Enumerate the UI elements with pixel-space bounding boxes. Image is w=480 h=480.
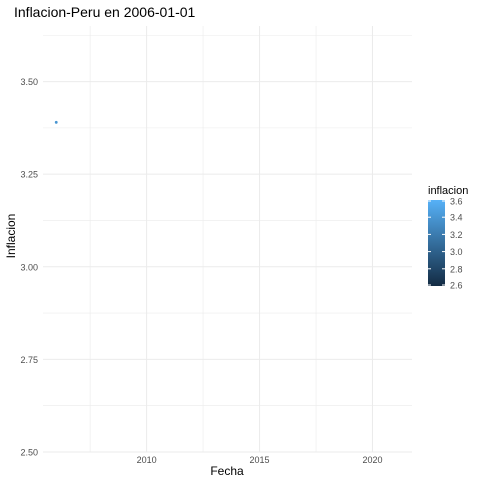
legend-tick-label: 3.0 <box>450 247 463 257</box>
plot-grid <box>43 26 412 453</box>
data-points <box>54 120 58 124</box>
y-axis-label: Inflacion <box>4 214 18 259</box>
x-tick-label: 2015 <box>250 455 270 465</box>
color-legend: inflacion 2.6 2.8 3.0 3.2 3.4 3.6 <box>428 185 468 291</box>
legend-ticks: 2.6 2.8 3.0 3.2 3.4 3.6 <box>428 197 463 291</box>
y-tick-label: 3.00 <box>20 262 38 272</box>
y-tick-label: 2.75 <box>20 355 38 365</box>
legend-title: inflacion <box>428 185 468 197</box>
legend-tick-label: 3.2 <box>450 230 463 240</box>
y-axis: 2.50 2.75 3.00 3.25 3.50 <box>20 77 38 457</box>
legend-tick-label: 2.6 <box>450 281 463 291</box>
x-tick-label: 2020 <box>362 455 382 465</box>
y-tick-label: 2.50 <box>20 448 38 458</box>
x-axis-label: Fecha <box>210 464 244 478</box>
legend-tick-label: 3.6 <box>450 197 463 207</box>
y-tick-label: 3.25 <box>20 170 38 180</box>
chart-title: Inflacion-Peru en 2006-01-01 <box>14 4 196 20</box>
x-axis: 2010 2015 2020 <box>137 455 383 465</box>
data-point <box>54 120 58 124</box>
legend-colorbar <box>428 200 445 286</box>
legend-tick-label: 3.4 <box>450 213 463 223</box>
legend-tick-label: 2.8 <box>450 264 463 274</box>
y-tick-label: 3.50 <box>20 77 38 87</box>
x-tick-label: 2010 <box>137 455 157 465</box>
